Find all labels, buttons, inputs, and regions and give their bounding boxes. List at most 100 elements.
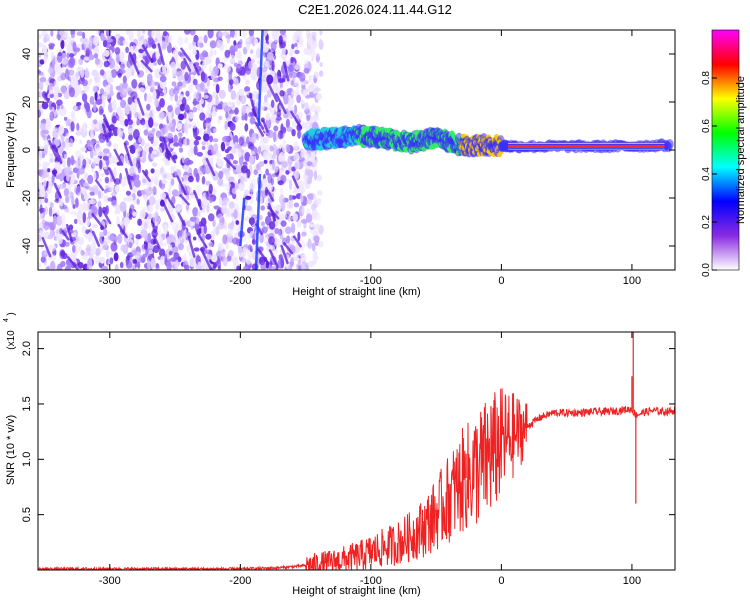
noise-streak — [262, 119, 269, 133]
noise-blob — [185, 204, 189, 211]
noise-blob — [188, 82, 193, 94]
noise-blob — [39, 185, 45, 193]
noise-blob — [301, 231, 307, 237]
noise-blob — [82, 158, 87, 168]
noise-blob — [99, 256, 106, 264]
noise-blob — [135, 267, 139, 270]
noise-blob — [68, 87, 75, 98]
noise-blob — [294, 64, 301, 70]
noise-blob — [257, 145, 262, 155]
noise-blob — [306, 114, 311, 122]
noise-blob — [211, 188, 218, 194]
noise-blob — [99, 159, 103, 170]
noise-blob — [89, 96, 95, 105]
noise-blob — [131, 45, 137, 54]
noise-blob — [145, 188, 153, 196]
noise-streak — [66, 256, 79, 270]
noise-blob — [294, 171, 300, 179]
noise-blob — [217, 177, 224, 186]
noise-blob — [66, 47, 71, 53]
noise-blob — [287, 65, 295, 75]
noise-blob — [316, 174, 322, 182]
noise-blob — [229, 45, 236, 55]
noise-blob — [113, 167, 117, 178]
noise-blob — [130, 102, 136, 112]
noise-blob — [294, 162, 299, 170]
noise-blob — [171, 68, 178, 77]
noise-blob — [237, 50, 242, 58]
noise-blob — [146, 93, 152, 104]
noise-streak — [257, 248, 270, 265]
noise-blob — [39, 212, 43, 219]
noise-blob — [98, 135, 106, 143]
noise-streak — [123, 142, 133, 167]
noise-blob — [229, 78, 234, 86]
noise-blob — [310, 149, 316, 160]
noise-blob — [231, 187, 238, 195]
noise-blob — [79, 139, 83, 145]
noise-blob — [183, 264, 190, 270]
noise-blob — [157, 236, 164, 244]
noise-blob — [224, 49, 231, 59]
noise-blob — [153, 169, 161, 178]
noise-blob — [285, 170, 290, 175]
noise-blob — [203, 260, 208, 268]
noise-streak — [102, 210, 112, 225]
noise-blob — [159, 98, 165, 108]
noise-blob — [133, 171, 138, 182]
x-tick-label: -300 — [99, 275, 121, 287]
noise-blob — [159, 75, 167, 83]
noise-blob — [86, 244, 91, 252]
noise-blob — [235, 115, 239, 122]
noise-blob — [50, 30, 54, 37]
noise-blob — [155, 50, 160, 60]
noise-blob — [246, 38, 250, 43]
noise-blob — [38, 150, 43, 162]
noise-blob — [48, 76, 53, 84]
noise-blob — [198, 166, 204, 175]
noise-streak — [223, 157, 237, 170]
noise-blob — [205, 180, 211, 186]
noise-blob — [78, 168, 85, 175]
noise-blob — [151, 150, 158, 155]
noise-blob — [128, 110, 132, 120]
noise-blob — [42, 180, 48, 187]
noise-blob — [87, 174, 94, 185]
noise-blob — [46, 265, 51, 270]
noise-streak — [102, 114, 114, 137]
noise-blob — [103, 228, 108, 236]
x-tick-label: -200 — [229, 275, 251, 287]
noise-blob — [210, 70, 215, 80]
noise-blob — [128, 145, 136, 150]
noise-streak — [128, 51, 140, 75]
noise-blob — [137, 111, 143, 120]
noise-blob — [60, 39, 65, 50]
noise-blob — [167, 105, 173, 113]
noise-blob — [199, 52, 205, 61]
noise-blob — [51, 169, 58, 176]
noise-blob — [150, 79, 156, 91]
noise-blob — [318, 224, 324, 235]
noise-blob — [176, 122, 182, 131]
noise-blob — [263, 159, 268, 164]
noise-blob — [102, 155, 109, 161]
colorbar-label: Normalized spectral amplitude — [735, 76, 747, 224]
noise-blob — [107, 197, 114, 202]
noise-streak — [177, 212, 186, 227]
noise-blob — [212, 138, 219, 143]
noise-blob — [38, 103, 43, 109]
noise-blob — [147, 259, 151, 269]
noise-blob — [103, 49, 110, 57]
noise-streak — [165, 147, 177, 164]
noise-blob — [228, 70, 233, 81]
noise-blob — [145, 85, 151, 90]
noise-blob — [59, 145, 64, 155]
noise-blob — [278, 35, 283, 45]
noise-blob — [152, 89, 157, 101]
noise-blob — [146, 73, 153, 82]
noise-blob — [143, 195, 149, 202]
noise-blob — [249, 116, 256, 125]
noise-blob — [75, 197, 79, 208]
noise-blob — [151, 30, 155, 39]
noise-blob — [262, 42, 270, 53]
